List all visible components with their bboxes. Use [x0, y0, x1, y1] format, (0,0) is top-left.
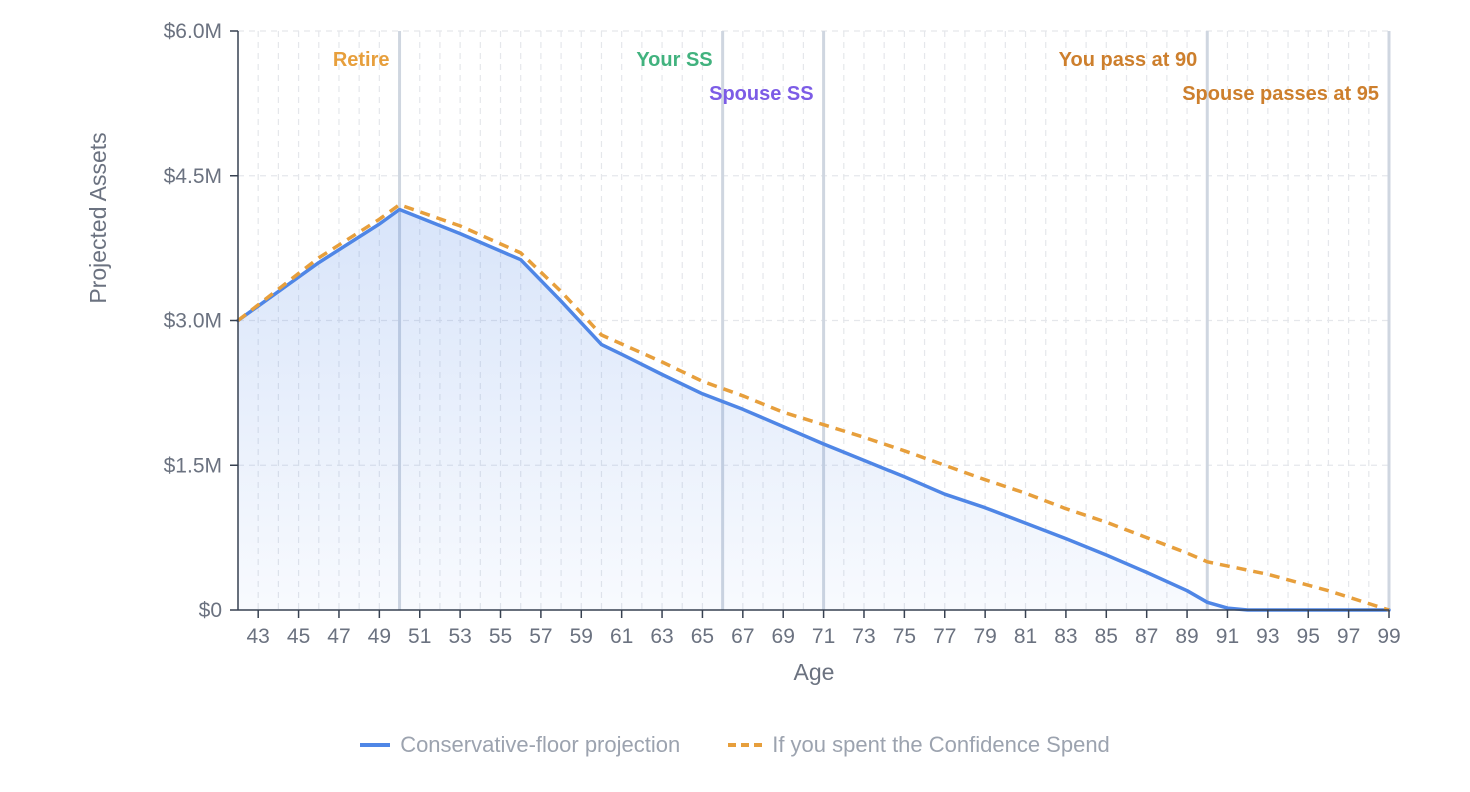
confidence-spend-line [236, 202, 1390, 612]
x-tick-label: 85 [1095, 625, 1118, 648]
x-tick-label: 65 [691, 625, 714, 648]
x-tick-label: 67 [731, 625, 754, 648]
x-tick-label: 75 [893, 625, 916, 648]
legend-label-confidence: If you spent the Confidence Spend [772, 732, 1110, 757]
event-label: You pass at 90 [1059, 49, 1198, 71]
x-tick-label: 51 [408, 625, 431, 648]
event-label: Spouse SS [709, 83, 813, 105]
legend-swatch-solid [360, 743, 391, 747]
x-tick-label: 79 [973, 625, 996, 648]
area-fill-layer [238, 209, 1389, 610]
x-tick-label: 77 [933, 625, 956, 648]
x-tick-label: 53 [448, 625, 471, 648]
series-area-fill [238, 209, 1389, 610]
x-tick-label: 93 [1256, 625, 1279, 648]
projected-assets-chart: $0 $1.5M $3.0M $4.5M $6.0M 43 45 47 49 51 53 55 57 59… [85, 20, 1401, 685]
legend-item-conservative[interactable]: Conservative-floor projection [360, 732, 680, 758]
event-label: Spouse passes at 95 [1182, 83, 1379, 105]
x-tick-label: 63 [650, 625, 673, 648]
y-tick-label: $1.5M [164, 454, 222, 477]
x-tick-label: 91 [1216, 625, 1239, 648]
legend-label-conservative: Conservative-floor projection [400, 732, 681, 757]
legend-item-confidence[interactable]: If you spent the Confidence Spend [728, 732, 1110, 758]
x-tick-label: 43 [247, 625, 270, 648]
x-tick-label: 99 [1377, 625, 1400, 648]
x-tick-label: 61 [610, 625, 633, 648]
x-tick-label: 83 [1054, 625, 1077, 648]
x-tick-label: 73 [852, 625, 875, 648]
y-tick-label: $3.0M [164, 310, 222, 333]
x-tick-label: 95 [1297, 625, 1320, 648]
y-tick-label: $6.0M [164, 20, 222, 43]
y-tick-label: $4.5M [164, 165, 222, 188]
x-tick-label: 87 [1135, 625, 1158, 648]
y-tick-label: $0 [199, 599, 222, 622]
annotations: Retire Your SS Spouse SS You pass at 90 Spou… [333, 49, 1379, 105]
series-lines [236, 202, 1391, 612]
legend-swatch-dashed [728, 743, 763, 747]
x-tick-label: 55 [489, 625, 512, 648]
x-tick-label: 81 [1014, 625, 1037, 648]
legend: Conservative-floor projection If you spe… [0, 732, 1470, 758]
axes [230, 30, 1390, 618]
event-label: Retire [333, 49, 390, 71]
x-tick-label: 71 [812, 625, 835, 648]
x-tick-label: 97 [1337, 625, 1360, 648]
x-tick-label: 59 [570, 625, 593, 648]
x-tick-label: 49 [368, 625, 391, 648]
x-tick-label: 69 [772, 625, 795, 648]
x-tick-label: 89 [1175, 625, 1198, 648]
x-tick-label: 45 [287, 625, 310, 648]
x-tick-label: 47 [327, 625, 350, 648]
event-label: Your SS [636, 49, 712, 71]
x-tick-label: 57 [529, 625, 552, 648]
x-axis-title: Age [794, 659, 835, 685]
y-axis-title: Projected Assets [85, 132, 111, 303]
tick-labels: $0 $1.5M $3.0M $4.5M $6.0M 43 45 47 49 51 53 55 57 59… [164, 20, 1401, 648]
conservative-floor-line [236, 207, 1391, 612]
